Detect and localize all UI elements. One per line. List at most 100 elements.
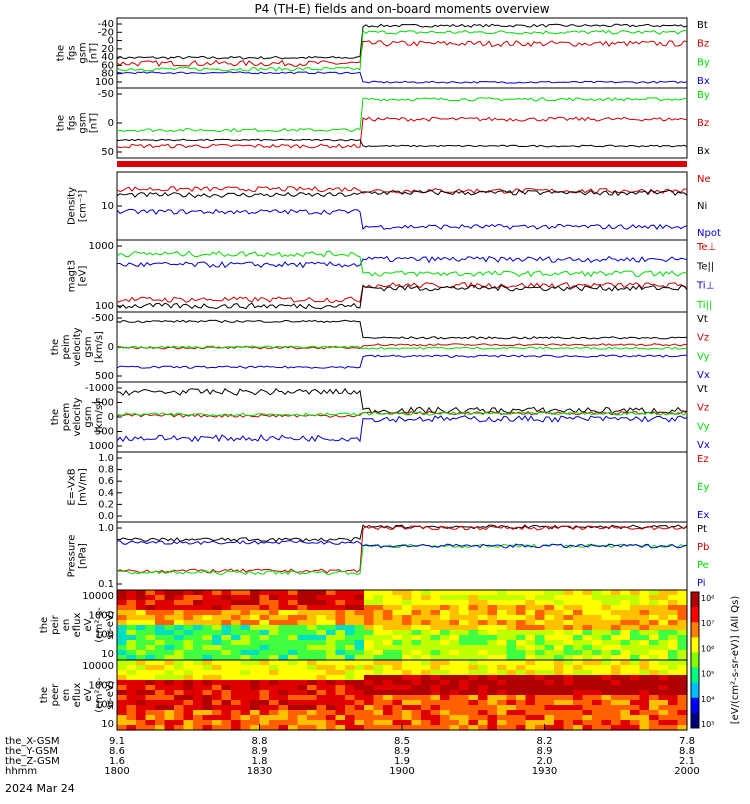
heatmap-cell: [611, 640, 622, 646]
heatmap-cell: [478, 645, 489, 651]
heatmap-cell: [449, 710, 460, 716]
heatmap-cell: [658, 720, 669, 726]
heatmap-cell: [630, 675, 641, 681]
heatmap-cell: [563, 615, 574, 621]
heatmap-cell: [639, 690, 650, 696]
heatmap-cell: [430, 625, 441, 631]
heatmap-cell: [345, 715, 356, 721]
heatmap-cell: [430, 650, 441, 656]
heatmap-cell: [354, 630, 365, 636]
heatmap-cell: [535, 710, 546, 716]
heatmap-cell: [544, 640, 555, 646]
y-axis-label: the: [39, 617, 50, 633]
heatmap-cell: [544, 620, 555, 626]
heatmap-cell: [288, 685, 299, 691]
heatmap-cell: [164, 670, 175, 676]
heatmap-cell: [573, 700, 584, 706]
heatmap-cell: [658, 725, 669, 731]
heatmap-cell: [278, 655, 289, 661]
heatmap-cell: [554, 680, 565, 686]
heatmap-cell: [183, 660, 194, 666]
heatmap-cell: [183, 715, 194, 721]
heatmap-cell: [269, 725, 280, 731]
heatmap-cell: [174, 685, 185, 691]
heatmap-cell: [250, 645, 261, 651]
heatmap-cell: [544, 610, 555, 616]
heatmap-cell: [630, 595, 641, 601]
heatmap-cell: [639, 710, 650, 716]
heatmap-cell: [316, 685, 327, 691]
heatmap-cell: [611, 620, 622, 626]
heatmap-cell: [231, 710, 242, 716]
y-tick-label: 1000: [89, 441, 114, 452]
heatmap-cell: [392, 700, 403, 706]
heatmap-cell: [601, 700, 612, 706]
heatmap-cell: [639, 590, 650, 596]
heatmap-cell: [478, 650, 489, 656]
heatmap-cell: [440, 685, 451, 691]
heatmap-cell: [430, 700, 441, 706]
legend-entry: Pi: [697, 578, 706, 589]
heatmap-cell: [136, 625, 147, 631]
heatmap-cell: [354, 620, 365, 626]
heatmap-cell: [506, 715, 517, 721]
heatmap-cell: [506, 590, 517, 596]
heatmap-cell: [335, 665, 346, 671]
heatmap-cell: [620, 680, 631, 686]
heatmap-cell: [620, 595, 631, 601]
heatmap-cell: [326, 635, 337, 641]
heatmap-cell: [497, 605, 508, 611]
heatmap-cell: [468, 605, 479, 611]
heatmap-cell: [250, 690, 261, 696]
heatmap-cell: [573, 640, 584, 646]
heatmap-cell: [364, 605, 375, 611]
heatmap-cell: [288, 615, 299, 621]
heatmap-cell: [373, 675, 384, 681]
heatmap-cell: [373, 645, 384, 651]
heatmap-cell: [164, 700, 175, 706]
y-tick-label: 10: [101, 719, 114, 730]
heatmap-cell: [164, 590, 175, 596]
heatmap-cell: [335, 680, 346, 686]
heatmap-cell: [411, 720, 422, 726]
heatmap-cell: [117, 645, 128, 651]
series-line: [116, 319, 688, 340]
heatmap-cell: [421, 685, 432, 691]
heatmap-cell: [392, 660, 403, 666]
heatmap-cell: [326, 670, 337, 676]
heatmap-cell: [497, 720, 508, 726]
heatmap-cell: [164, 595, 175, 601]
heatmap-cell: [373, 640, 384, 646]
heatmap-cell: [525, 625, 536, 631]
heatmap-cell: [202, 715, 213, 721]
y-tick-label: 100: [95, 77, 114, 88]
heatmap-cell: [535, 705, 546, 711]
heatmap-cell: [383, 695, 394, 701]
heatmap-cell: [497, 680, 508, 686]
heatmap-cell: [468, 685, 479, 691]
heatmap-cell: [383, 605, 394, 611]
heatmap-cell: [174, 600, 185, 606]
heatmap-cell: [136, 645, 147, 651]
heatmap-cell: [164, 655, 175, 661]
legend-entry: Vy: [697, 421, 710, 432]
heatmap-cell: [126, 680, 137, 686]
heatmap-cell: [459, 700, 470, 706]
heatmap-cell: [535, 715, 546, 721]
heatmap-cell: [668, 695, 679, 701]
heatmap-cell: [354, 700, 365, 706]
heatmap-cell: [288, 635, 299, 641]
heatmap-cell: [582, 590, 593, 596]
heatmap-cell: [544, 680, 555, 686]
heatmap-cell: [193, 590, 204, 596]
heatmap-cell: [231, 690, 242, 696]
heatmap-cell: [649, 700, 660, 706]
legend-entry: Ni: [697, 201, 707, 212]
heatmap-cell: [297, 650, 308, 656]
heatmap-cell: [136, 635, 147, 641]
heatmap-cell: [630, 665, 641, 671]
heatmap-cell: [259, 700, 270, 706]
heatmap-cell: [126, 615, 137, 621]
heatmap-cell: [544, 670, 555, 676]
